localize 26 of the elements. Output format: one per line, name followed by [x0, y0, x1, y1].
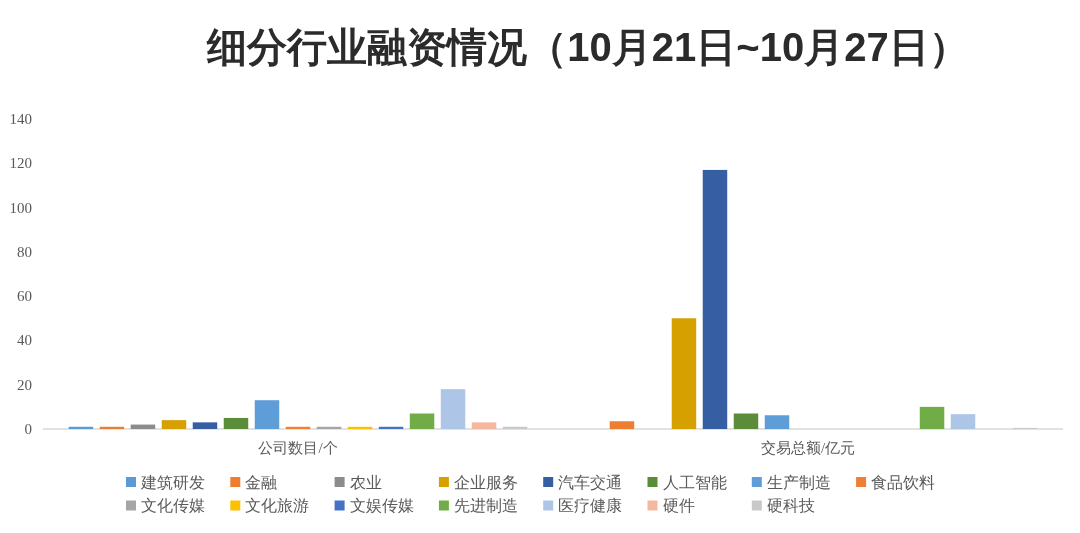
legend-label: 文化旅游: [245, 497, 310, 514]
y-tick-label: 120: [9, 155, 32, 172]
legend-label: 先进制造: [453, 497, 518, 514]
y-tick-label: 140: [9, 111, 32, 127]
y-tick-label: 20: [17, 376, 32, 393]
legend-label: 硬件: [662, 497, 695, 514]
x-tick-label: 交易总额/亿元: [760, 440, 856, 456]
x-tick-label: 公司数目/个: [258, 440, 338, 456]
legend-label: 人工智能: [662, 473, 727, 491]
y-tick-label: 40: [17, 332, 32, 349]
legend-label: 文化传媒: [141, 497, 205, 514]
legend-label: 文娱传媒: [349, 497, 414, 514]
legend-label: 汽车交通: [558, 473, 623, 491]
y-tick-label: 80: [17, 243, 32, 260]
legend-label: 企业服务: [453, 473, 518, 491]
legend-label: 硬科技: [766, 497, 815, 514]
legend-label: 建筑研发: [141, 473, 205, 491]
legend-label: 农业: [349, 473, 382, 491]
y-tick-label: 100: [9, 199, 32, 216]
legend-label: 食品饮料: [871, 473, 936, 491]
legend-label: 金融: [245, 473, 278, 491]
legend-label: 生产制造: [766, 473, 831, 491]
y-tick-label: 0: [24, 421, 32, 437]
legend-label: 医疗健康: [558, 497, 623, 514]
y-tick-label: 60: [17, 288, 32, 305]
title: 细分行业融资情况（10月21日~10月27日）: [207, 25, 969, 69]
